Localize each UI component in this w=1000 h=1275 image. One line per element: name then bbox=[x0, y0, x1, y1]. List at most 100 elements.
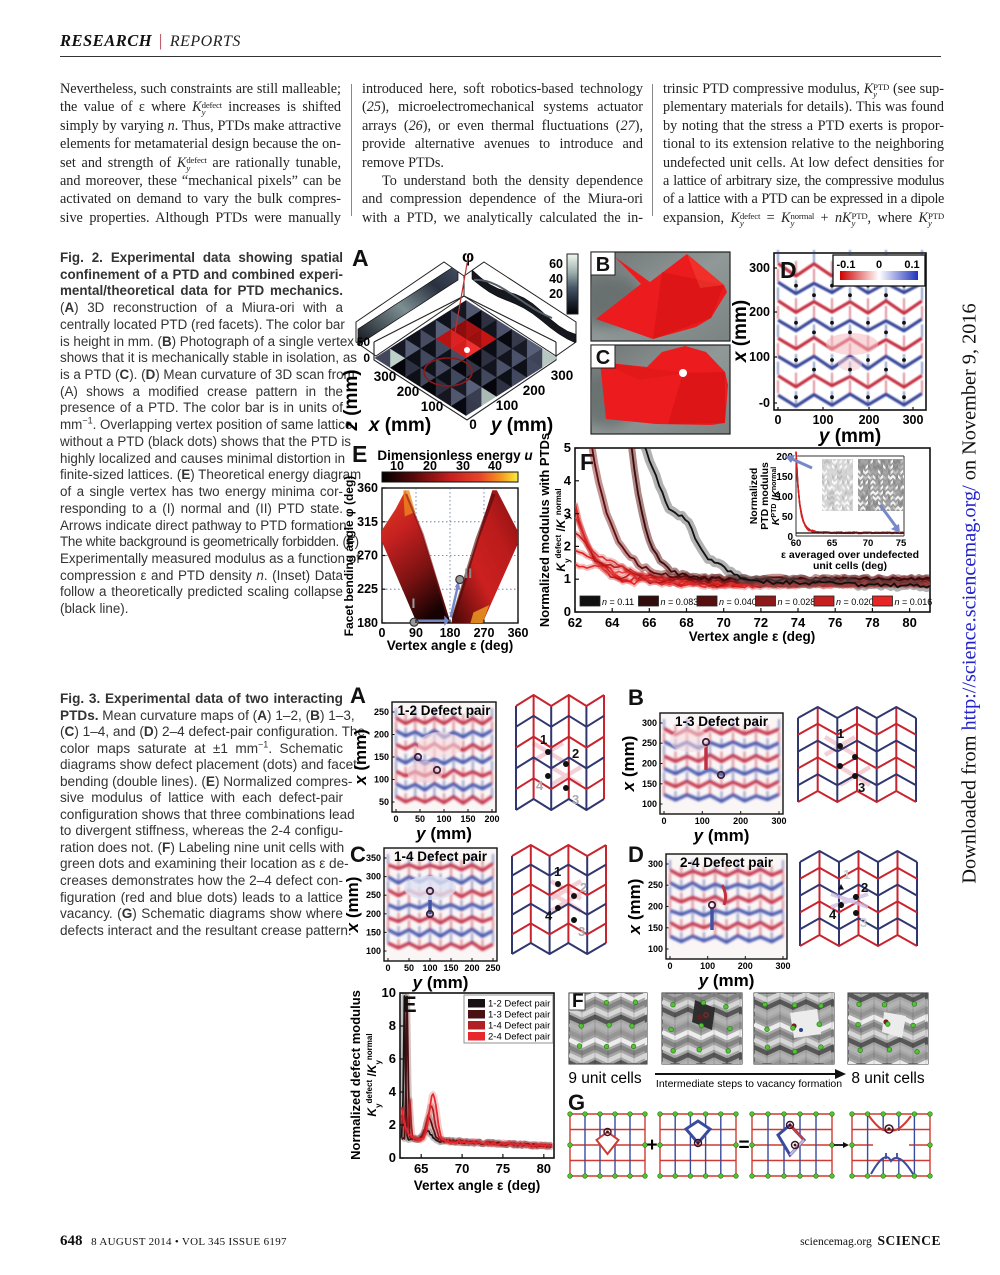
svg-text:250: 250 bbox=[485, 963, 500, 973]
svg-text:200: 200 bbox=[648, 902, 663, 912]
svg-text:78: 78 bbox=[865, 615, 879, 630]
svg-text:1-2 Defect pair: 1-2 Defect pair bbox=[397, 703, 491, 718]
svg-text:100: 100 bbox=[648, 944, 663, 954]
svg-text:80: 80 bbox=[537, 1161, 551, 1176]
svg-text:1-4 Defect pair: 1-4 Defect pair bbox=[488, 1021, 550, 1032]
svg-text:B: B bbox=[628, 685, 644, 710]
svg-text:n = 0.016: n = 0.016 bbox=[895, 597, 933, 607]
svg-text:D: D bbox=[780, 257, 797, 283]
svg-text:n = 0.040: n = 0.040 bbox=[719, 597, 757, 607]
svg-text:40: 40 bbox=[549, 272, 563, 286]
svg-text:y (mm): y (mm) bbox=[415, 824, 472, 843]
svg-text:40: 40 bbox=[488, 459, 502, 473]
svg-text:250: 250 bbox=[374, 707, 389, 717]
svg-text:200: 200 bbox=[523, 383, 546, 398]
svg-text:C: C bbox=[350, 842, 366, 867]
svg-text:75: 75 bbox=[496, 1161, 510, 1176]
svg-text:100: 100 bbox=[436, 814, 451, 824]
svg-text:4: 4 bbox=[545, 908, 553, 923]
svg-text:72: 72 bbox=[754, 615, 768, 630]
svg-text:300: 300 bbox=[775, 961, 790, 971]
svg-text:70: 70 bbox=[863, 538, 874, 549]
svg-text:Vertex angle ε (deg): Vertex angle ε (deg) bbox=[387, 638, 513, 653]
svg-text:3: 3 bbox=[858, 780, 865, 795]
svg-text:66: 66 bbox=[642, 615, 656, 630]
svg-text:74: 74 bbox=[791, 615, 806, 630]
svg-text:F: F bbox=[580, 449, 594, 475]
svg-text:200: 200 bbox=[484, 814, 499, 824]
svg-text:2-4 Defect pair: 2-4 Defect pair bbox=[680, 855, 774, 870]
svg-text:-0: -0 bbox=[759, 396, 770, 410]
svg-text:50: 50 bbox=[404, 963, 414, 973]
svg-text:x (mm): x (mm) bbox=[368, 415, 431, 436]
svg-text:100: 100 bbox=[366, 946, 381, 956]
svg-text:1: 1 bbox=[540, 732, 547, 747]
svg-text:Normalized modulus with PTDs: Normalized modulus with PTDs bbox=[537, 433, 552, 627]
svg-text:Kydefect /Kynormal: Kydefect /Kynormal bbox=[554, 488, 572, 571]
svg-text:60: 60 bbox=[791, 538, 802, 549]
svg-text:10: 10 bbox=[382, 985, 396, 1000]
svg-text:150: 150 bbox=[776, 472, 793, 483]
svg-text:270: 270 bbox=[474, 626, 495, 640]
svg-text:360: 360 bbox=[508, 626, 529, 640]
svg-text:350: 350 bbox=[366, 853, 381, 863]
svg-text:A: A bbox=[350, 683, 366, 708]
svg-text:20: 20 bbox=[423, 459, 437, 473]
svg-text:100: 100 bbox=[422, 963, 437, 973]
svg-text:y (mm): y (mm) bbox=[698, 971, 755, 990]
svg-text:1-2 Defect pair: 1-2 Defect pair bbox=[488, 999, 550, 1010]
svg-text:315: 315 bbox=[357, 515, 378, 529]
svg-text:y (mm): y (mm) bbox=[818, 426, 881, 447]
svg-text:D: D bbox=[628, 842, 644, 867]
svg-text:unit cells (deg): unit cells (deg) bbox=[813, 560, 887, 572]
svg-text:2: 2 bbox=[861, 880, 868, 895]
svg-text:270: 270 bbox=[357, 549, 378, 563]
svg-text:ε averaged over undefected: ε averaged over undefected bbox=[781, 549, 919, 561]
svg-text:1: 1 bbox=[554, 864, 561, 879]
svg-text:150: 150 bbox=[460, 814, 475, 824]
svg-text:1-3 Defect pair: 1-3 Defect pair bbox=[488, 1010, 550, 1021]
svg-text:4: 4 bbox=[536, 778, 544, 793]
svg-text:n = 0.028: n = 0.028 bbox=[778, 597, 816, 607]
svg-text:2: 2 bbox=[564, 538, 571, 553]
svg-text:4: 4 bbox=[389, 1084, 397, 1099]
svg-text:10: 10 bbox=[390, 459, 404, 473]
svg-text:100: 100 bbox=[813, 413, 834, 427]
svg-text:200: 200 bbox=[733, 816, 748, 826]
svg-text:80: 80 bbox=[902, 615, 916, 630]
svg-text:0: 0 bbox=[876, 259, 882, 271]
svg-text:200: 200 bbox=[374, 730, 389, 740]
svg-text:0: 0 bbox=[564, 604, 571, 619]
svg-text:-0.1: -0.1 bbox=[837, 259, 856, 271]
svg-text:x (mm): x (mm) bbox=[619, 736, 638, 793]
svg-text:2: 2 bbox=[389, 1117, 396, 1132]
svg-text:200: 200 bbox=[776, 452, 793, 463]
svg-text:2: 2 bbox=[580, 880, 587, 895]
svg-text:70: 70 bbox=[716, 615, 730, 630]
svg-text:100: 100 bbox=[749, 350, 770, 364]
svg-text:E: E bbox=[352, 441, 367, 467]
svg-text:50: 50 bbox=[379, 797, 389, 807]
svg-text:225: 225 bbox=[357, 582, 378, 596]
svg-text:x (mm): x (mm) bbox=[625, 879, 644, 936]
svg-text:φ: φ bbox=[462, 247, 474, 266]
svg-text:50: 50 bbox=[357, 335, 371, 349]
svg-text:65: 65 bbox=[827, 538, 838, 549]
svg-text:68: 68 bbox=[679, 615, 693, 630]
svg-text:1-3 Defect pair: 1-3 Defect pair bbox=[675, 714, 769, 729]
svg-text:20: 20 bbox=[549, 287, 563, 301]
svg-text:100: 100 bbox=[642, 799, 657, 809]
svg-text:30: 30 bbox=[456, 459, 470, 473]
svg-text:0: 0 bbox=[363, 351, 370, 365]
svg-text:0: 0 bbox=[667, 961, 672, 971]
svg-text:0: 0 bbox=[661, 816, 666, 826]
svg-text:150: 150 bbox=[443, 963, 458, 973]
svg-text:=: = bbox=[738, 1135, 749, 1156]
svg-text:9 unit cells: 9 unit cells bbox=[568, 1070, 641, 1087]
svg-text:x (mm): x (mm) bbox=[730, 300, 751, 363]
svg-text:Dimensionless energy u: Dimensionless energy u bbox=[377, 448, 533, 463]
svg-text:n = 0.11: n = 0.11 bbox=[602, 597, 634, 607]
svg-text:100: 100 bbox=[421, 399, 444, 414]
svg-text:0: 0 bbox=[787, 532, 793, 543]
svg-text:3: 3 bbox=[578, 924, 585, 939]
